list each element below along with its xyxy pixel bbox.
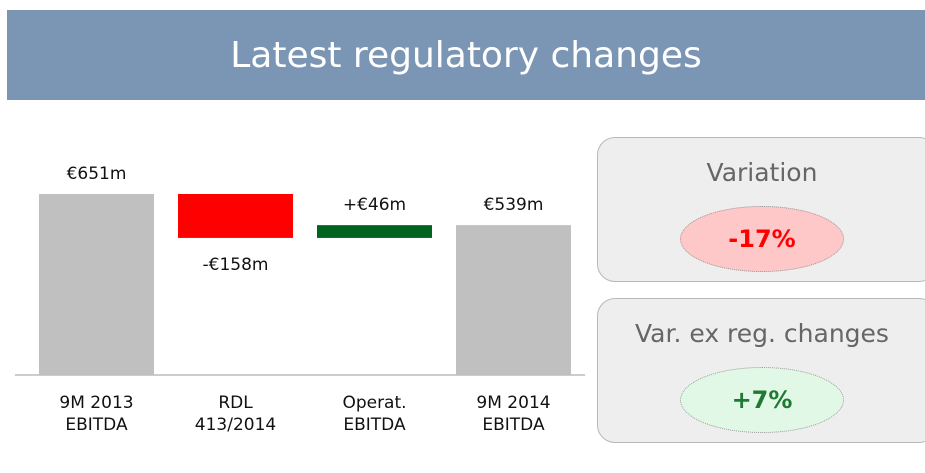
value-label: -€158m bbox=[203, 255, 269, 275]
x-tick-label: 9M 2014 EBITDA bbox=[476, 393, 551, 435]
panel-title: Var. ex reg. changes bbox=[635, 319, 889, 348]
x-tick-label: 9M 2013 EBITDA bbox=[59, 393, 134, 435]
panel-value: -17% bbox=[680, 206, 844, 272]
panel: Variation -17% bbox=[597, 137, 925, 282]
x-tick-label: Operat. EBITDA bbox=[342, 393, 407, 435]
bar bbox=[178, 194, 293, 238]
x-tick-label: RDL 413/2014 bbox=[194, 393, 277, 435]
value-label: €539m bbox=[484, 195, 544, 215]
panel-value: +7% bbox=[680, 367, 844, 433]
panel-title: Variation bbox=[706, 158, 818, 187]
panel: Var. ex reg. changes +7% bbox=[597, 298, 925, 443]
bar bbox=[317, 225, 432, 238]
value-label: +€46m bbox=[343, 195, 406, 215]
bar bbox=[39, 194, 154, 375]
value-label: €651m bbox=[67, 164, 127, 184]
header: Latest regulatory changes bbox=[7, 10, 925, 100]
bar bbox=[456, 225, 571, 375]
